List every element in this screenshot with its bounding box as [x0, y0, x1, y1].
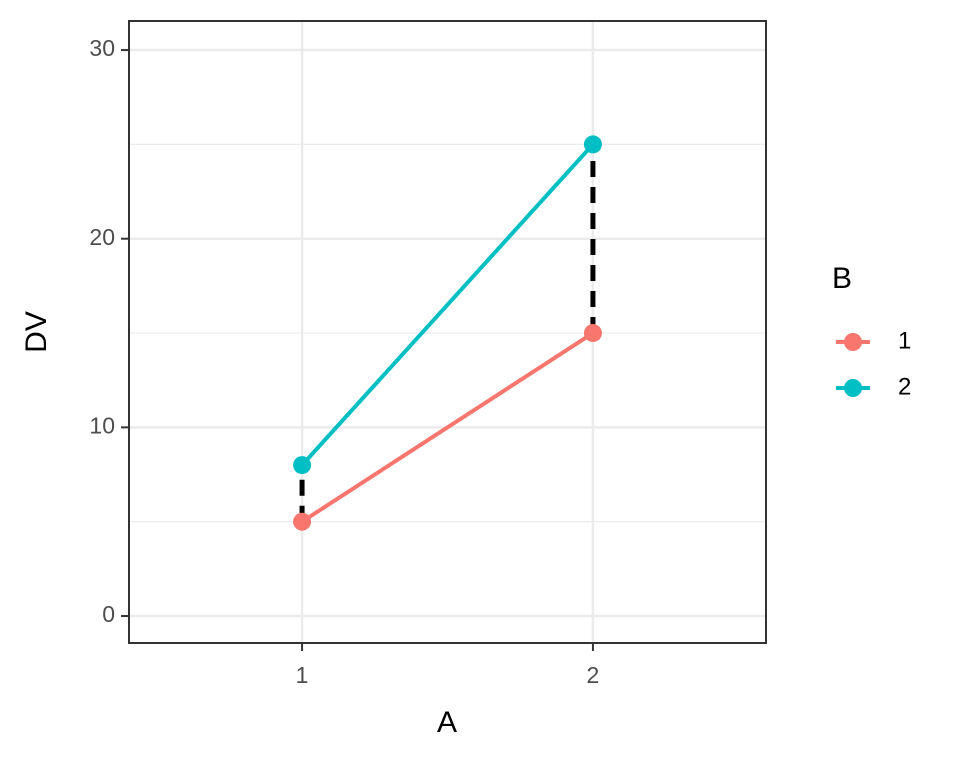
panel-border [128, 20, 767, 644]
y-tick-label: 0 [102, 601, 115, 627]
legend-title: B [832, 262, 852, 295]
x-tick-label: 1 [296, 662, 309, 688]
y-tick-label: 10 [89, 412, 115, 438]
legend-label: 2 [898, 373, 911, 400]
series-line [300, 331, 595, 524]
x-tick-label: 2 [587, 662, 600, 688]
legend-label: 1 [898, 327, 911, 354]
y-axis-title: DV [20, 311, 53, 353]
point [293, 512, 312, 531]
legend-key-point [844, 333, 862, 351]
series-line [300, 143, 595, 467]
legend-key-point [844, 379, 862, 397]
y-tick-label: 30 [89, 35, 115, 61]
y-tick-label: 20 [89, 224, 115, 250]
point [293, 456, 312, 475]
point [583, 135, 602, 154]
x-axis-title: A [437, 706, 457, 739]
point [583, 324, 602, 343]
